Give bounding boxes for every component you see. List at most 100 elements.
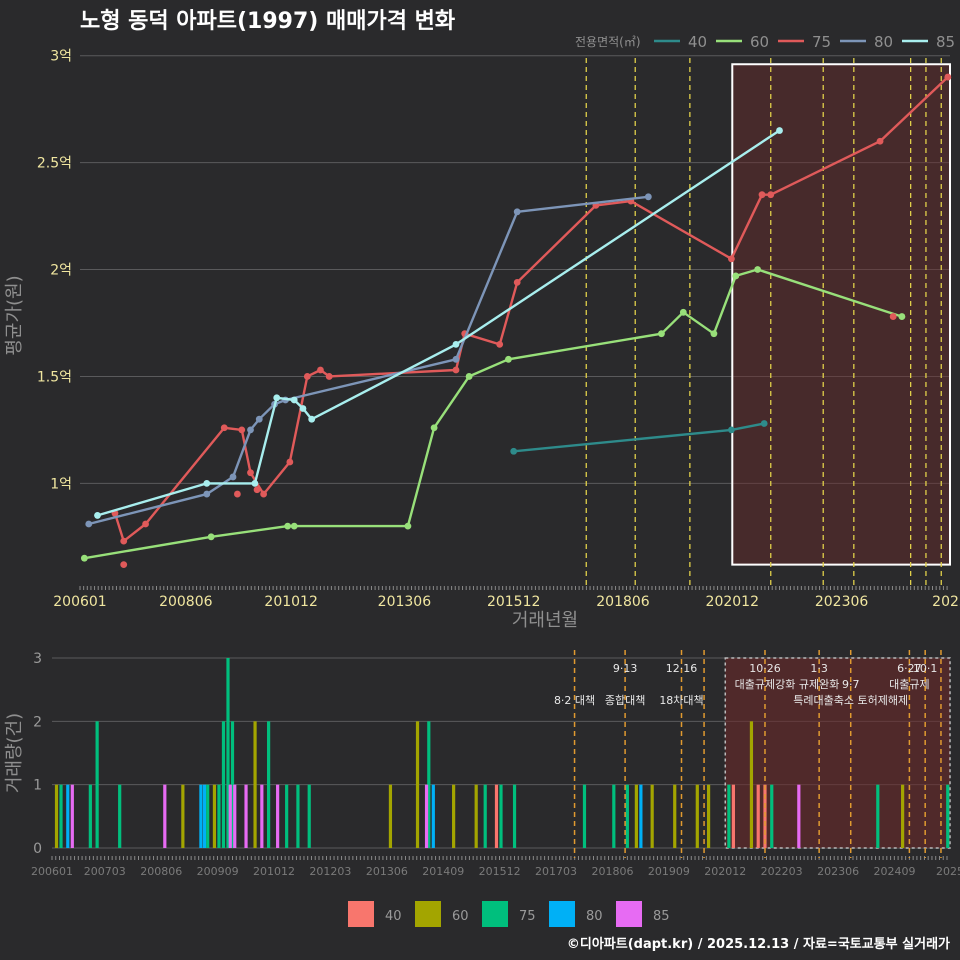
x-tick-label: 202306 xyxy=(815,594,869,610)
x-tick-label: 202409 xyxy=(873,865,915,878)
data-point-75 xyxy=(238,426,246,434)
volume-bar-60 xyxy=(695,784,699,848)
data-point-85 xyxy=(290,396,298,404)
y-axis-title: 거래량(건) xyxy=(4,713,25,793)
data-point-80 xyxy=(203,490,211,498)
x-tick-label: 201306 xyxy=(366,865,408,878)
policy-label: 종합대책 xyxy=(605,694,645,707)
volume-bar-75 xyxy=(625,784,629,848)
volume-bar-85 xyxy=(228,784,232,848)
data-point-80 xyxy=(255,415,263,423)
volume-bar-80 xyxy=(199,784,203,848)
volume-bar-85 xyxy=(163,784,167,848)
data-point-75 xyxy=(253,486,261,494)
volume-bar-75 xyxy=(221,721,226,848)
data-point-75 xyxy=(876,137,884,145)
data-point-75 xyxy=(260,490,268,498)
volume-bar-75 xyxy=(217,784,221,848)
data-point-75 xyxy=(944,73,952,81)
volume-bar-60 xyxy=(181,784,185,848)
x-tick-label: 201806 xyxy=(596,594,650,610)
policy-label: 대출규제 xyxy=(889,678,929,691)
data-point-75 xyxy=(728,255,735,263)
x-tick-label: 201409 xyxy=(422,865,464,878)
policy-label: 12·16 xyxy=(666,662,698,675)
policy-label: 6·27 xyxy=(897,662,922,675)
policy-label: 10·1 xyxy=(913,662,938,675)
volume-bar-85 xyxy=(70,784,74,848)
volume-bar-60 xyxy=(54,784,59,848)
data-point-85 xyxy=(273,394,281,402)
policy-label: 대출규제강화 xyxy=(735,678,796,691)
volume-bar-80 xyxy=(431,784,435,848)
x-tick-label: 201306 xyxy=(378,594,432,610)
y-tick-label: 2.5억 xyxy=(37,156,72,172)
legend-label-85: 85 xyxy=(936,33,955,51)
volume-bar-75 xyxy=(483,784,487,848)
policy-label: 18차대책 xyxy=(659,694,703,707)
volume-bar-chart: 0 1 2 3 200601 200703 200806 200909 201012 201203… xyxy=(4,650,960,927)
volume-bar-60 xyxy=(749,721,754,848)
data-point-80 xyxy=(513,208,521,216)
volume-bar-75 xyxy=(59,784,63,848)
data-point-80 xyxy=(229,473,237,481)
data-point-60 xyxy=(430,424,438,432)
legend-label-80: 80 xyxy=(874,33,893,51)
x-tick-label: 202306 xyxy=(817,865,859,878)
data-point-40 xyxy=(510,447,518,455)
data-point-85 xyxy=(308,415,316,423)
volume-bar-60 xyxy=(212,784,217,848)
policy-label: 9·13 xyxy=(613,662,638,675)
data-point-60 xyxy=(290,522,298,530)
data-point-80 xyxy=(85,520,93,528)
volume-bar-60 xyxy=(634,784,638,848)
volume-bar-75 xyxy=(118,784,122,848)
y-tick-label: 2억 xyxy=(50,263,72,279)
series-line-75 xyxy=(113,76,949,543)
price-line-chart: 1억 1.5억 2억 2.5억 3억 200601 200806 201012 201306 20… xyxy=(4,33,960,631)
data-point-75 xyxy=(758,191,766,199)
volume-bar-75 xyxy=(512,784,517,848)
policy-label: 10·26 xyxy=(749,662,781,675)
policy-label: 특례대출축소 토허제해제 xyxy=(793,693,908,707)
data-point-60 xyxy=(207,533,215,541)
volume-bar-75 xyxy=(499,784,503,848)
x-tick-label: 201703 xyxy=(535,865,577,878)
x-tick-label: 202012 xyxy=(706,594,759,610)
volume-bar-40 xyxy=(731,784,735,848)
data-point-75 xyxy=(286,458,294,466)
x-tick-label: 200806 xyxy=(159,594,213,610)
legend-label-40: 40 xyxy=(688,33,707,51)
policy-label: 8·2 대책 xyxy=(554,694,595,707)
volume-bar-75 xyxy=(612,784,616,848)
volume-bar-40 xyxy=(756,784,760,848)
volume-bar-85 xyxy=(244,784,248,848)
series-line-80 xyxy=(88,195,649,526)
x-tick-label: 200806 xyxy=(140,865,182,878)
data-point-75 xyxy=(889,313,897,320)
highlight-region xyxy=(731,63,952,566)
volume-bar-75 xyxy=(582,784,587,848)
series-line-40 xyxy=(513,422,765,453)
volume-bar-75 xyxy=(285,784,289,848)
data-point-75 xyxy=(233,490,241,498)
data-point-60 xyxy=(465,373,473,380)
x-tick-label: 201806 xyxy=(591,865,633,878)
legend-label-85: 85 xyxy=(653,909,670,924)
data-point-75 xyxy=(220,424,228,432)
x-tick-label: 201203 xyxy=(309,865,351,878)
data-point-40 xyxy=(728,426,735,434)
legend-label-40: 40 xyxy=(385,909,402,924)
data-point-75 xyxy=(496,340,504,348)
data-point-85 xyxy=(452,340,460,348)
data-point-75 xyxy=(452,366,460,374)
volume-bar-75 xyxy=(727,784,731,848)
data-point-60 xyxy=(732,272,740,280)
data-point-80 xyxy=(247,426,254,434)
x-axis-title: 거래년월 xyxy=(512,610,578,631)
volume-bar-75 xyxy=(946,784,950,848)
x-tick-label: 200601 xyxy=(53,594,106,610)
volume-bar-75 xyxy=(876,784,880,848)
y-tick-label: 1.5억 xyxy=(37,369,72,385)
